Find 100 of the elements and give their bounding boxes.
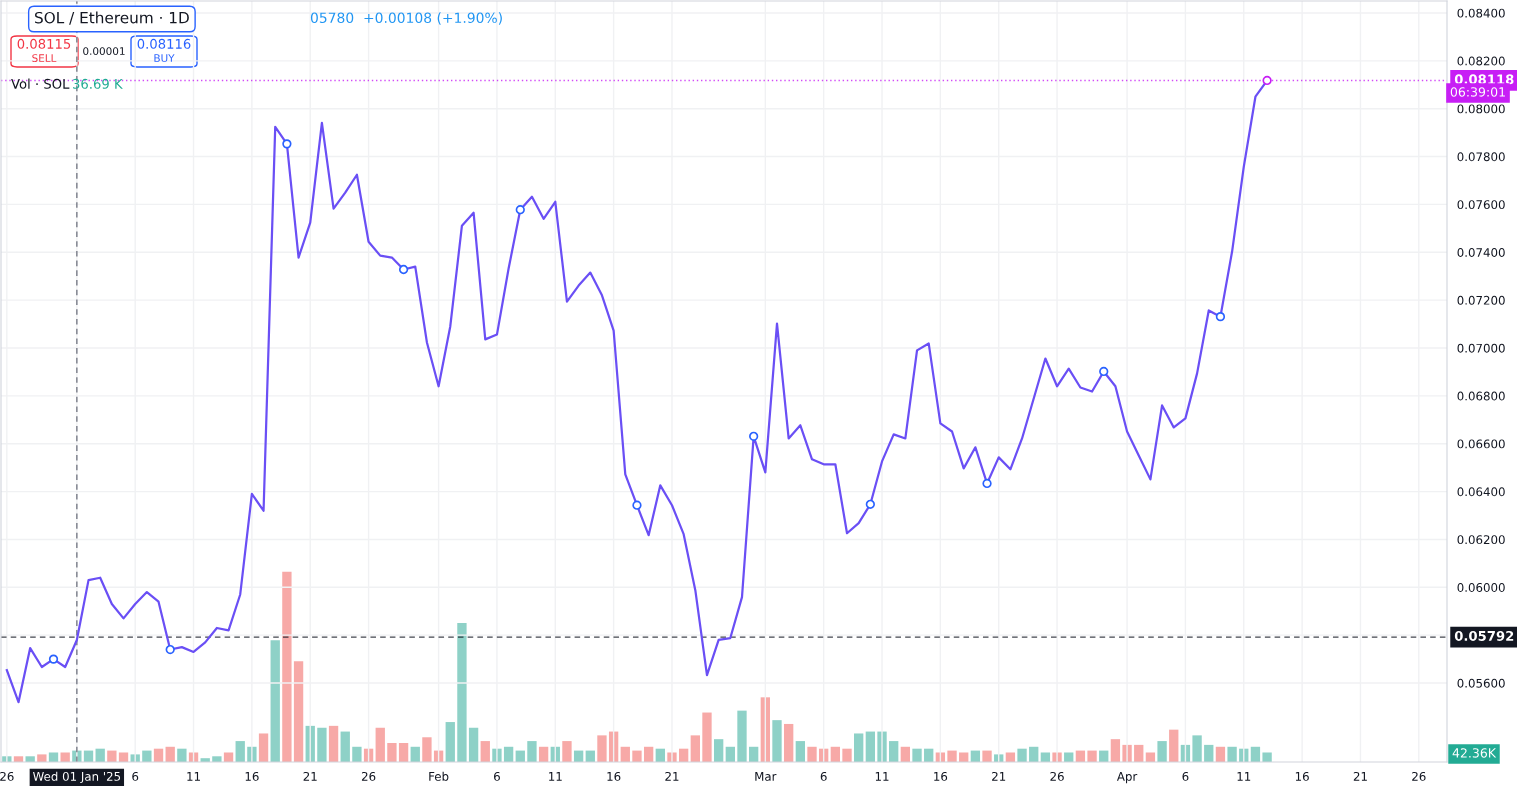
bar xyxy=(959,752,969,762)
bar xyxy=(807,746,817,762)
bar xyxy=(480,741,490,762)
point xyxy=(865,499,875,509)
y-tick-label: 0.06000 xyxy=(1457,583,1505,592)
bar xyxy=(270,640,280,762)
bar xyxy=(772,720,782,762)
x-tick-label: 26 xyxy=(0,771,14,781)
point xyxy=(632,500,642,510)
x-tick-label: 16 xyxy=(607,771,621,781)
x-tick-label: 6 xyxy=(132,771,139,781)
bar xyxy=(422,737,432,762)
x-tick-label: 26 xyxy=(1050,771,1064,781)
bar xyxy=(1005,752,1016,762)
bar xyxy=(1227,746,1237,762)
y-tick-label: 0.07400 xyxy=(1457,248,1505,257)
bar xyxy=(387,742,397,762)
bar xyxy=(1087,750,1097,762)
bar xyxy=(340,731,350,762)
ref-line-label: 0.08118 xyxy=(1454,74,1514,85)
x-tick-label: 16 xyxy=(1295,771,1309,781)
x-tick-label: 26 xyxy=(361,771,376,781)
bar xyxy=(317,727,327,762)
bar xyxy=(854,733,864,762)
bar xyxy=(737,710,747,762)
y-tick-label: 0.07200 xyxy=(1457,295,1505,305)
x-tick-label: 16 xyxy=(934,771,948,781)
point xyxy=(1262,75,1272,86)
bar xyxy=(702,712,712,762)
y-tick-label: 0.07000 xyxy=(1457,343,1505,353)
bar xyxy=(1017,748,1027,762)
x-tick-label: Wed 01 Jan '25 xyxy=(33,771,121,784)
annotation: 0.08115 xyxy=(17,38,71,49)
bar xyxy=(468,727,479,762)
annotation: BUY xyxy=(154,54,175,63)
bar xyxy=(235,741,245,762)
bar xyxy=(865,731,876,762)
y-tick-label: 0.06600 xyxy=(1457,439,1505,449)
x-tick-label: 11 xyxy=(1237,772,1251,781)
x-tick-label: 26 xyxy=(1412,771,1426,781)
bar xyxy=(1192,735,1202,762)
x-tick-label: 16 xyxy=(245,771,259,781)
bar xyxy=(1064,752,1074,762)
bar xyxy=(107,750,117,762)
bar xyxy=(375,727,385,762)
x-tick-label: 11 xyxy=(549,772,562,781)
point xyxy=(982,478,992,489)
bar xyxy=(1110,739,1121,762)
text: 06:39:01 xyxy=(1450,87,1505,97)
point xyxy=(1099,366,1109,377)
bar xyxy=(328,725,339,762)
bar xyxy=(784,723,794,762)
bar xyxy=(398,742,409,762)
point xyxy=(165,644,175,655)
point xyxy=(398,264,409,275)
bar xyxy=(118,752,129,762)
annotation: 0.00001 xyxy=(83,47,125,56)
bar xyxy=(1040,752,1051,762)
bar xyxy=(795,741,805,762)
bar xyxy=(562,741,572,762)
point xyxy=(48,654,59,664)
bar xyxy=(1169,729,1179,762)
y-tick-label: 0.06200 xyxy=(1457,535,1505,545)
bar xyxy=(597,735,607,762)
y-tick-label: 0.06800 xyxy=(1457,391,1505,401)
x-tick-label: 21 xyxy=(303,771,317,781)
bar xyxy=(142,750,152,762)
y-tick-label: 0.05600 xyxy=(1457,678,1505,688)
bar xyxy=(293,661,304,762)
bar xyxy=(1145,752,1156,762)
x-tick-label: 21 xyxy=(665,771,679,781)
y-tick-label: 0.08200 xyxy=(1457,56,1505,66)
bar xyxy=(842,748,852,762)
annotation: SELL xyxy=(32,54,57,63)
annotation: 05780 +0.00108 (+1.90%) xyxy=(310,12,502,25)
x-tick-label: 11 xyxy=(875,772,889,781)
bar xyxy=(1262,752,1272,762)
bar xyxy=(457,623,467,762)
x-tick-label: 21 xyxy=(992,771,1006,781)
bar xyxy=(258,733,269,762)
bar xyxy=(1157,741,1167,762)
bar xyxy=(527,741,537,762)
bar xyxy=(48,752,59,762)
x-tick-label: Feb xyxy=(429,771,449,781)
bar xyxy=(1204,744,1214,762)
x-tick-label: 6 xyxy=(494,771,500,781)
y-tick-label: 0.08400 xyxy=(1457,8,1505,18)
bar xyxy=(352,746,362,762)
annotation: 0.08116 xyxy=(137,38,191,49)
bar xyxy=(889,741,899,762)
x-tick-label: 11 xyxy=(187,772,200,781)
text: 42.36K xyxy=(1452,748,1497,758)
text: SOL / Ethereum · 1D xyxy=(35,11,189,25)
x-tick-label: 6 xyxy=(1182,771,1189,781)
point xyxy=(1215,312,1226,322)
bar xyxy=(632,750,642,762)
bar xyxy=(947,750,957,762)
bar xyxy=(982,750,992,762)
bar xyxy=(445,722,455,762)
x-tick-label: Apr xyxy=(1116,772,1138,784)
